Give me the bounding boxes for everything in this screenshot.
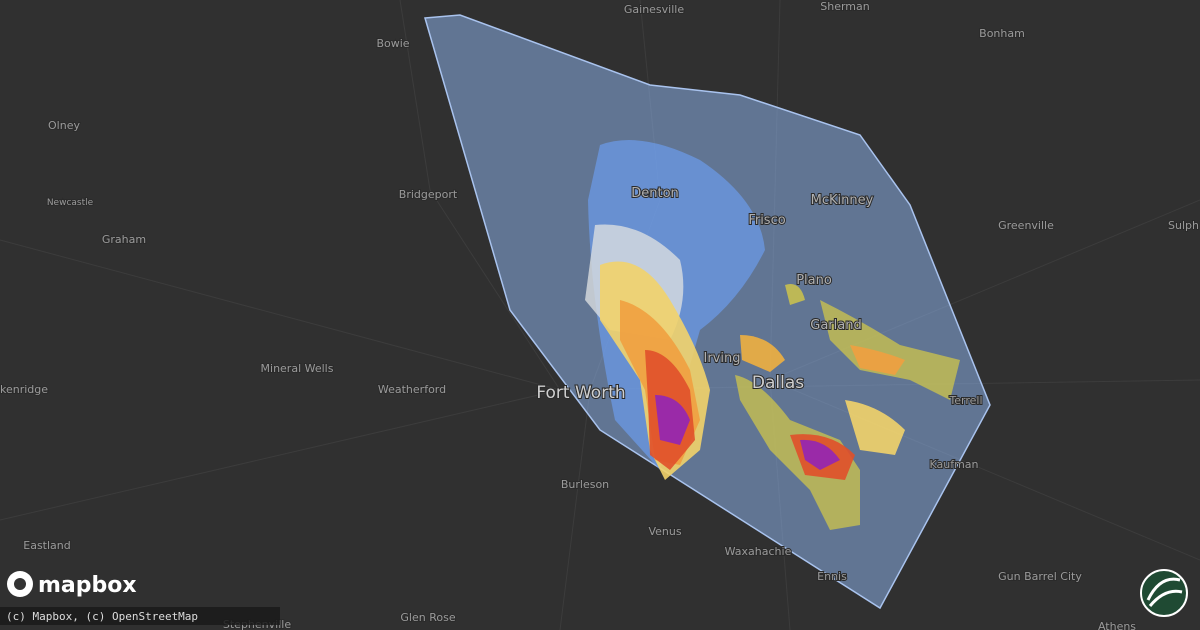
place-label: Eastland	[23, 539, 71, 552]
place-label: Waxahachie	[725, 545, 792, 558]
place-label: Frisco	[748, 213, 785, 228]
place-label: Athens	[1098, 620, 1136, 630]
place-label: Dallas	[752, 373, 804, 393]
place-label: Garland	[810, 318, 861, 333]
place-label: Bonham	[979, 27, 1025, 40]
place-label: Graham	[102, 233, 146, 246]
place-label: Glen Rose	[400, 611, 455, 624]
place-label: Plano	[796, 273, 832, 288]
place-label: Olney	[48, 119, 80, 132]
brand-badge	[1140, 569, 1188, 617]
place-label: Greenville	[998, 219, 1054, 232]
attribution: (c) Mapbox, (c) OpenStreetMap	[6, 610, 198, 623]
place-label: Ennis	[817, 570, 847, 583]
place-label: Sulph	[1168, 219, 1199, 232]
hail-swath-garland	[820, 300, 960, 400]
place-label: Terrell	[948, 394, 982, 407]
hail-swath-irving	[740, 335, 785, 372]
attribution-bg	[0, 607, 280, 625]
place-label: Bowie	[376, 37, 409, 50]
place-label: Sherman	[820, 0, 870, 13]
place-label: Venus	[648, 525, 681, 538]
mapbox-logo: mapbox	[7, 571, 137, 598]
place-label: Mineral Wells	[261, 362, 334, 375]
hail-swath-garland-core	[850, 345, 905, 375]
hail-swath-plano	[785, 284, 805, 305]
logo-icon-inner	[14, 578, 26, 590]
place-label: Gun Barrel City	[998, 570, 1082, 583]
logo-text: mapbox	[38, 573, 137, 598]
hail-swath-purple	[655, 395, 690, 445]
place-label: Newcastle	[47, 198, 94, 208]
place-label: Denton	[631, 186, 679, 201]
hail-swath-south	[845, 400, 905, 455]
place-label: Irving	[704, 351, 741, 366]
place-label: Fort Worth	[536, 383, 625, 403]
place-label: Weatherford	[378, 383, 446, 396]
place-label: Burleson	[561, 478, 609, 491]
place-label: McKinney	[811, 193, 874, 208]
place-label: Kaufman	[929, 458, 978, 471]
place-label: Bridgeport	[399, 188, 458, 201]
place-label: Gainesville	[624, 3, 684, 16]
badge-swoosh	[1146, 577, 1183, 607]
place-label: kenridge	[0, 383, 48, 396]
hail-swath-east-purple	[800, 439, 840, 470]
